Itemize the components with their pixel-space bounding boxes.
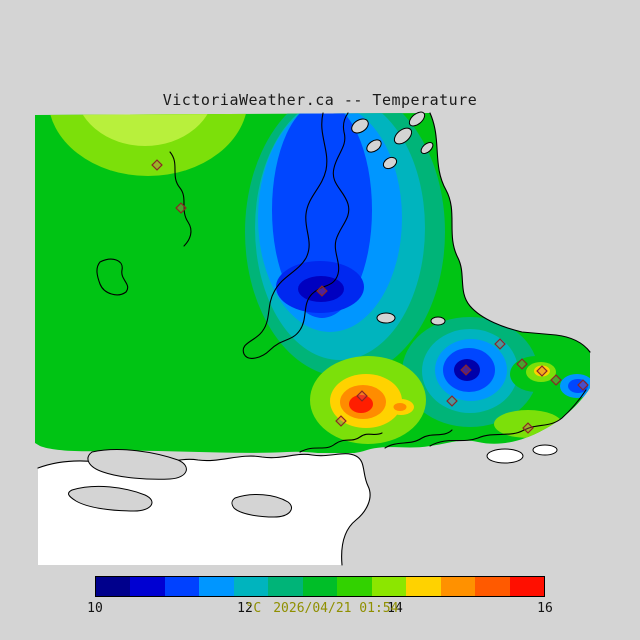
colorbar-segment xyxy=(96,577,131,596)
coastline-northeast xyxy=(429,112,591,353)
coastline-southeast-2 xyxy=(429,389,587,447)
land-area-northeast xyxy=(430,113,590,352)
lake-outline xyxy=(96,258,129,296)
station-marker xyxy=(522,422,534,434)
island xyxy=(393,127,413,145)
land-patch xyxy=(486,448,524,464)
colorbar-segments xyxy=(96,577,545,596)
colorbar-segment xyxy=(130,577,165,596)
island xyxy=(351,118,369,134)
colorbar xyxy=(95,576,545,597)
timestamp-label: °C 2026/04/21 01:54 xyxy=(246,601,399,616)
coastline-harbour xyxy=(299,432,383,453)
island xyxy=(382,156,398,170)
coastline-southeast-1 xyxy=(384,429,453,449)
station-marker xyxy=(516,358,528,370)
temperature-field xyxy=(35,113,590,453)
island xyxy=(408,111,426,127)
station-marker xyxy=(335,415,347,427)
colorbar-segment xyxy=(337,577,372,596)
island xyxy=(366,139,382,153)
colorbar-tick-label: 10 xyxy=(87,601,103,616)
land-patch xyxy=(532,444,558,456)
station-marker xyxy=(460,364,472,376)
station-marker xyxy=(151,159,163,171)
land-area-south xyxy=(38,453,371,565)
colorbar-segment xyxy=(164,577,200,596)
page-title: VictoriaWeather.ca -- Temperature xyxy=(162,91,478,109)
inlet xyxy=(87,449,187,480)
colorbar-segment xyxy=(371,577,407,596)
station-markers-layer xyxy=(151,159,589,434)
inlet xyxy=(68,485,153,512)
colorbar-segment xyxy=(199,577,234,596)
station-marker xyxy=(356,390,368,402)
colorbar-segment xyxy=(475,577,510,596)
station-marker xyxy=(536,365,548,377)
timestamp-value: 2026/04/21 01:54 xyxy=(273,601,399,616)
colorbar-segment xyxy=(509,577,545,596)
coastline-peninsula xyxy=(242,112,350,359)
colorbar-segment xyxy=(302,577,338,596)
station-marker xyxy=(577,379,589,391)
units-label: °C xyxy=(245,601,262,616)
bay xyxy=(231,494,292,518)
coastline-west-inlet xyxy=(169,151,192,247)
station-marker xyxy=(175,202,187,214)
station-marker xyxy=(494,338,506,350)
station-marker xyxy=(316,285,328,297)
colorbar-segment xyxy=(268,577,303,596)
island xyxy=(376,312,396,324)
colorbar-segment xyxy=(440,577,476,596)
colorbar-segment xyxy=(233,577,269,596)
island xyxy=(430,316,446,326)
colorbar-tick-label: 16 xyxy=(537,601,553,616)
colorbar-tick-label: 14 xyxy=(387,601,403,616)
island xyxy=(420,141,434,155)
station-marker xyxy=(550,374,562,386)
colorbar-segment xyxy=(406,577,441,596)
colorbar-tick-label: 12 xyxy=(237,601,253,616)
station-marker xyxy=(446,395,458,407)
